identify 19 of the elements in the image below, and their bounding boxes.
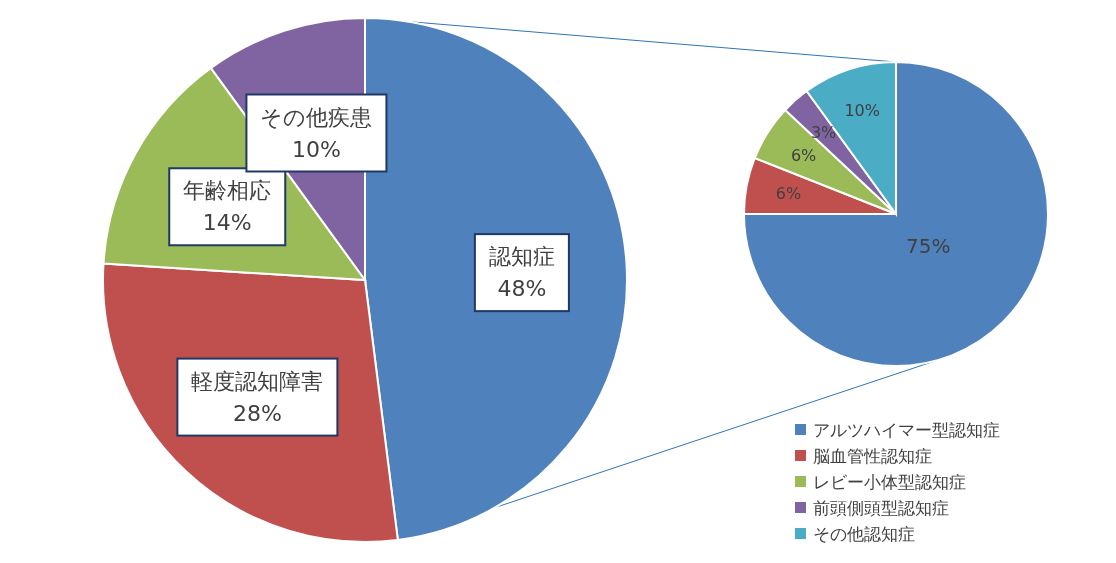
data-label: 6% <box>775 184 802 204</box>
legend-label: 脳血管性認知症 <box>813 445 932 466</box>
slice-label: その他疾患 <box>260 104 373 130</box>
data-label: 10% <box>291 136 341 162</box>
data-label: 14% <box>202 210 252 236</box>
data-label: 3% <box>810 122 837 142</box>
legend-label: アルツハイマー型認知症 <box>813 419 1000 440</box>
pie-slice <box>743 61 1049 367</box>
legend-label: レビー小体型認知症 <box>813 471 966 492</box>
legend-label: その他認知症 <box>813 523 915 544</box>
data-label: 48% <box>497 276 547 302</box>
slice-label: 認知症 <box>488 244 555 270</box>
legend-label: 前頭側頭型認知症 <box>813 497 949 518</box>
slice-label: 軽度認知障害 <box>191 368 324 394</box>
data-label: 6% <box>790 145 817 165</box>
data-label: 28% <box>232 400 282 426</box>
data-label: 75% <box>906 234 951 259</box>
data-label: 10% <box>844 100 880 120</box>
slice-label: 年齢相応 <box>183 178 272 204</box>
